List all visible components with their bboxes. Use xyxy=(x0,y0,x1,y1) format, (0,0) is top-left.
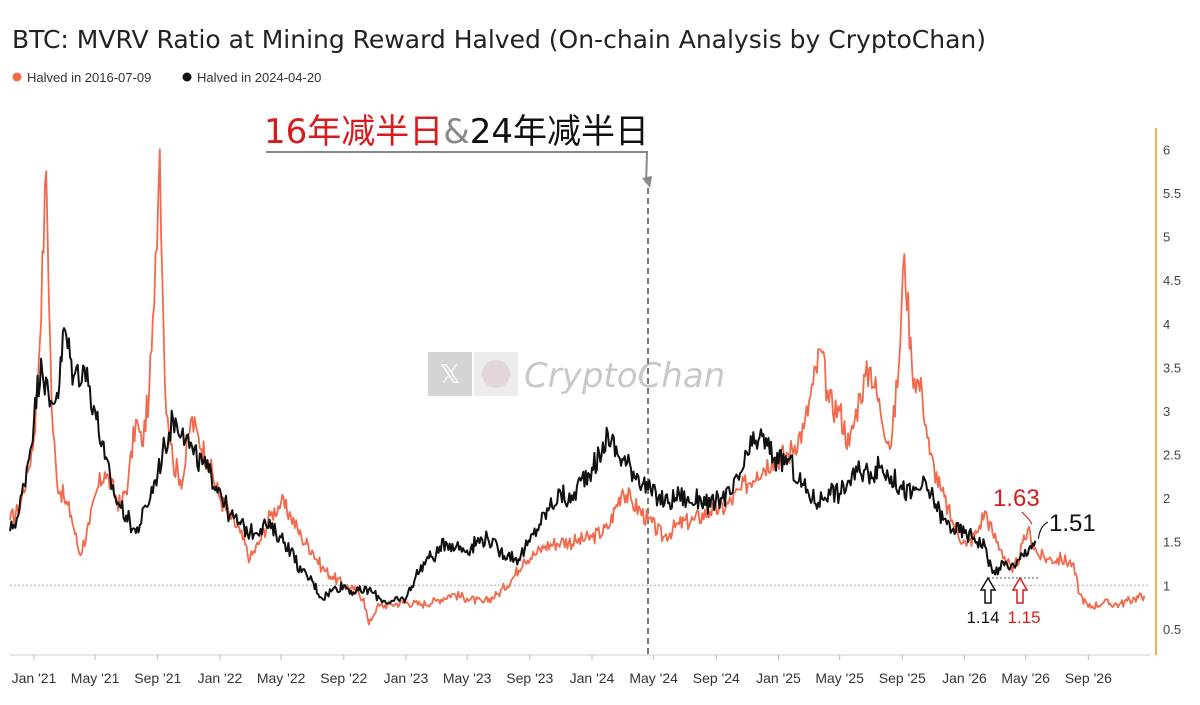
x-logo-icon xyxy=(428,352,472,396)
y-tick-label: 5.5 xyxy=(1163,186,1181,201)
legend-label-0: Halved in 2016-07-09 xyxy=(27,70,151,85)
y-tick-label: 0.5 xyxy=(1163,622,1181,637)
x-tick-label: Jan '21 xyxy=(12,670,57,686)
x-tick-label: Sep '23 xyxy=(506,670,553,686)
arrow-up-red-icon xyxy=(1011,576,1029,604)
series-line-1 xyxy=(9,327,1037,605)
halving-marker-arrowhead xyxy=(642,176,653,188)
y-tick-label: 1.5 xyxy=(1163,535,1181,550)
x-tick-label: Sep '24 xyxy=(693,670,740,686)
legend-marker-1 xyxy=(182,72,192,82)
halving-marker-pointer xyxy=(266,151,649,184)
x-tick-label: May '22 xyxy=(257,670,306,686)
y-tick-label: 3 xyxy=(1163,404,1170,419)
x-logo-glyph: 𝕏 xyxy=(440,360,461,390)
y-tick-label: 3.5 xyxy=(1163,360,1181,375)
header-annotation: 16年减半日&24年减半日 xyxy=(264,112,649,152)
annotations: 1.63 1.51 1.14 1.15 xyxy=(966,485,1095,627)
x-tick-label: May '25 xyxy=(815,670,864,686)
x-tick-label: Jan '25 xyxy=(756,670,801,686)
y-tick-label: 5 xyxy=(1163,230,1170,245)
x-tick-label: Jan '26 xyxy=(942,670,987,686)
halving-label-2016: 16年减半日 xyxy=(264,112,443,152)
x-tick-label: Sep '21 xyxy=(134,670,181,686)
halving-label: 16年减半日&24年减半日 xyxy=(264,112,649,152)
x-tick-label: Jan '23 xyxy=(384,670,429,686)
x-tick-label: May '24 xyxy=(629,670,678,686)
halving-label-2024: 24年减半日 xyxy=(470,112,649,152)
x-tick-label: Jan '22 xyxy=(198,670,243,686)
halving-label-separator: & xyxy=(443,112,470,152)
annotation-pointer-2024 xyxy=(1037,521,1049,539)
axes: Jan '21 May '21 Sep '21 Jan '22 May '22 Sep '… xyxy=(10,128,1181,686)
chart-title: BTC: MVRV Ratio at Mining Reward Halved … xyxy=(12,25,986,54)
y-tick-label: 1 xyxy=(1163,578,1170,593)
legend: Halved in 2016-07-09 Halved in 2024-04-20 xyxy=(12,70,321,85)
annotation-peak-2024: 1.51 xyxy=(1049,510,1096,537)
series-layer xyxy=(9,148,1146,626)
watermark: 𝕏 CryptoChan xyxy=(428,352,725,396)
watermark-text: CryptoChan xyxy=(524,356,725,396)
x-tick-label: Sep '26 xyxy=(1065,670,1112,686)
x-tick-label: May '21 xyxy=(71,670,120,686)
legend-label-1: Halved in 2024-04-20 xyxy=(197,70,321,85)
series-line-0 xyxy=(9,148,1146,626)
y-tick-label: 4.5 xyxy=(1163,273,1181,288)
y-tick-label: 2 xyxy=(1163,491,1170,506)
y-tick-label: 4 xyxy=(1163,317,1170,332)
x-tick-label: Jan '24 xyxy=(570,670,615,686)
x-tick-label: Sep '22 xyxy=(320,670,367,686)
annotation-low-2024: 1.14 xyxy=(966,608,999,627)
annotation-pointer-2016 xyxy=(1021,511,1033,525)
annotation-peak-2016: 1.63 xyxy=(993,485,1040,512)
legend-marker-0 xyxy=(12,72,22,82)
x-tick-label: May '26 xyxy=(1001,670,1050,686)
y-tick-label: 2.5 xyxy=(1163,448,1181,463)
x-tick-label: May '23 xyxy=(443,670,492,686)
avatar-face-icon xyxy=(482,360,510,388)
x-tick-label: Sep '25 xyxy=(879,670,926,686)
y-tick-label: 6 xyxy=(1163,142,1170,157)
annotation-low-2016: 1.15 xyxy=(1007,608,1040,627)
arrow-up-icon xyxy=(979,576,997,604)
